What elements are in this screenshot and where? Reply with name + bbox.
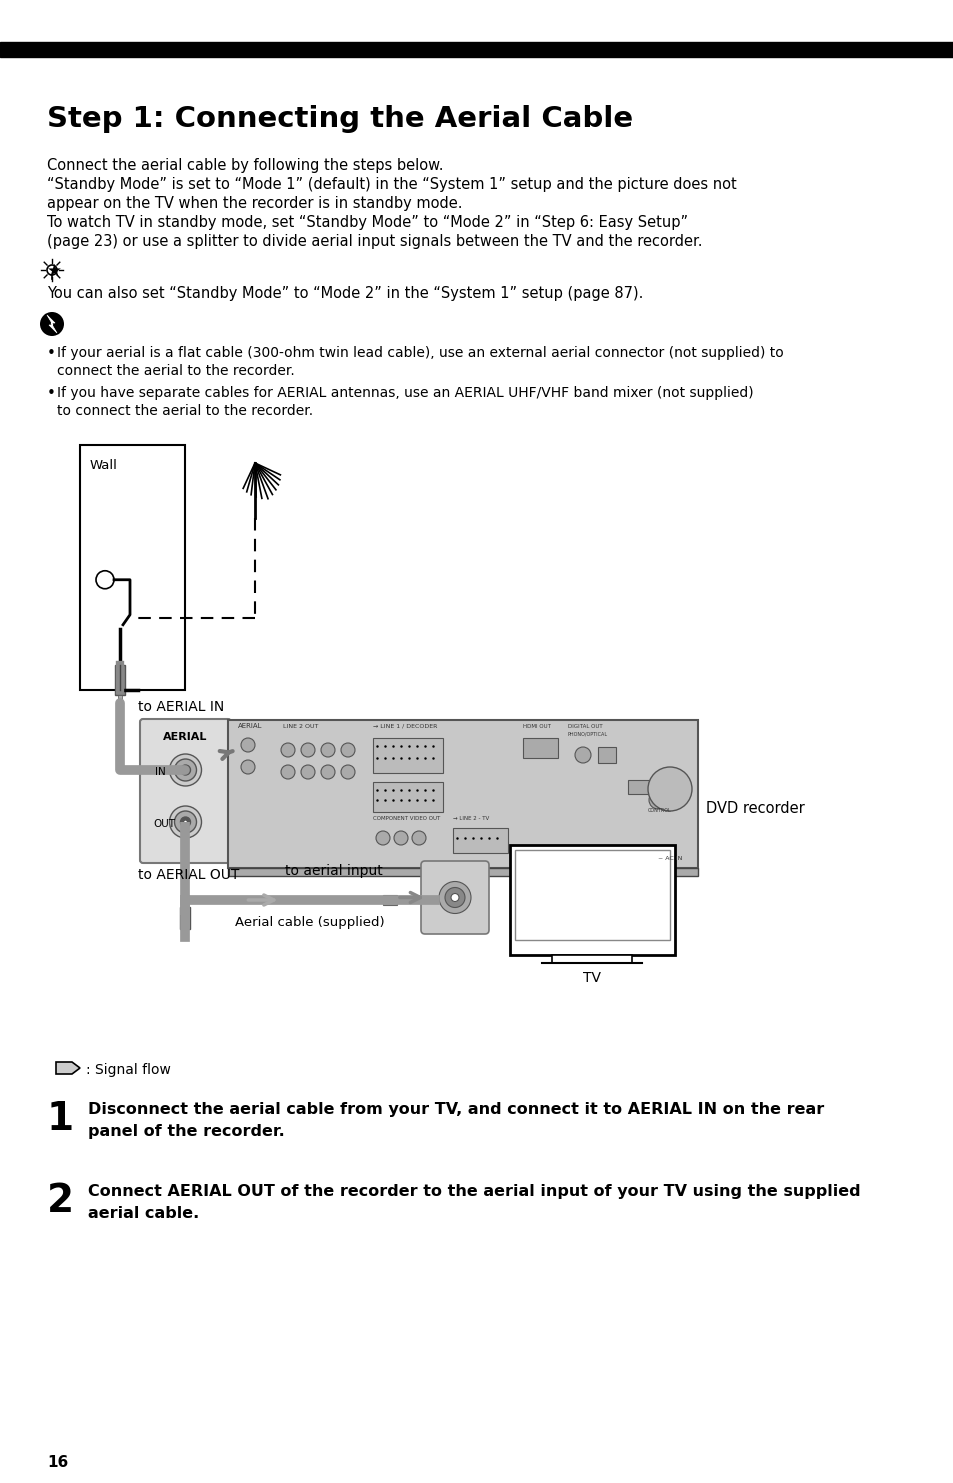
Circle shape	[647, 767, 691, 811]
Text: AERIAL: AERIAL	[237, 724, 262, 730]
Text: appear on the TV when the recorder is in standby mode.: appear on the TV when the recorder is in…	[47, 196, 462, 211]
Circle shape	[444, 887, 464, 908]
Text: IN: IN	[154, 767, 166, 777]
Bar	[114, 664, 125, 696]
Circle shape	[174, 759, 196, 782]
Circle shape	[301, 743, 314, 756]
Text: CONTROL: CONTROL	[647, 808, 671, 813]
Circle shape	[451, 893, 458, 902]
Text: “Standby Mode” is set to “Mode 1” (default) in the “System 1” setup and the pict: “Standby Mode” is set to “Mode 1” (defau…	[47, 176, 736, 191]
Circle shape	[183, 768, 188, 773]
Bar	[80, 445, 185, 690]
Circle shape	[648, 790, 666, 810]
Polygon shape	[56, 1062, 80, 1074]
Text: If you have separate cables for AERIAL antennas, use an AERIAL UHF/VHF band mixe: If you have separate cables for AERIAL a…	[57, 386, 753, 400]
FancyBboxPatch shape	[420, 862, 489, 934]
Bar	[180, 908, 191, 928]
Circle shape	[320, 765, 335, 779]
Bar	[510, 845, 675, 955]
Bar	[453, 828, 507, 853]
Text: ~ AC IN: ~ AC IN	[658, 856, 681, 862]
Circle shape	[180, 765, 191, 776]
Text: to AERIAL OUT: to AERIAL OUT	[138, 868, 239, 882]
Circle shape	[96, 571, 113, 589]
Circle shape	[47, 265, 57, 274]
Circle shape	[183, 820, 188, 825]
Text: Step 1: Connecting the Aerial Cable: Step 1: Connecting the Aerial Cable	[47, 105, 633, 133]
Circle shape	[40, 311, 64, 337]
Text: TV: TV	[583, 971, 601, 985]
Circle shape	[340, 743, 355, 756]
Text: Wall: Wall	[90, 460, 118, 472]
Text: OUT: OUT	[152, 819, 174, 829]
Text: (page 23) or use a splitter to divide aerial input signals between the TV and th: (page 23) or use a splitter to divide ae…	[47, 234, 701, 249]
Text: DIGITAL OUT: DIGITAL OUT	[567, 724, 602, 730]
Circle shape	[174, 811, 196, 833]
Text: panel of the recorder.: panel of the recorder.	[88, 1124, 284, 1139]
Text: You can also set “Standby Mode” to “Mode 2” in the “System 1” setup (page 87).: You can also set “Standby Mode” to “Mode…	[47, 286, 642, 301]
Circle shape	[281, 743, 294, 756]
Bar	[0, 42, 953, 56]
Bar	[376, 897, 382, 903]
Circle shape	[320, 743, 335, 756]
Circle shape	[180, 817, 191, 828]
Circle shape	[375, 830, 390, 845]
Circle shape	[170, 805, 201, 838]
Text: 16: 16	[47, 1455, 69, 1470]
Circle shape	[241, 739, 254, 752]
Bar	[515, 850, 669, 940]
Text: Connect AERIAL OUT of the recorder to the aerial input of your TV using the supp: Connect AERIAL OUT of the recorder to th…	[88, 1183, 860, 1198]
Text: to AERIAL IN: to AERIAL IN	[138, 700, 224, 713]
Circle shape	[281, 765, 294, 779]
FancyBboxPatch shape	[140, 719, 231, 863]
Circle shape	[301, 765, 314, 779]
Text: 2: 2	[47, 1182, 74, 1221]
Text: ★: ★	[47, 262, 62, 280]
Bar	[598, 747, 616, 762]
Text: to aerial input: to aerial input	[285, 865, 383, 878]
Text: Connect the aerial cable by following the steps below.: Connect the aerial cable by following th…	[47, 159, 443, 174]
Text: HDMI OUT: HDMI OUT	[522, 724, 550, 730]
Circle shape	[575, 747, 590, 762]
Bar	[118, 696, 122, 703]
Bar	[522, 739, 558, 758]
Bar	[373, 782, 442, 813]
Text: •: •	[47, 386, 56, 400]
Circle shape	[241, 759, 254, 774]
Circle shape	[438, 881, 471, 914]
Text: AERIAL: AERIAL	[163, 733, 208, 742]
Circle shape	[340, 765, 355, 779]
Text: → LINE 1 / DECODER: → LINE 1 / DECODER	[373, 724, 436, 730]
Text: 1: 1	[47, 1100, 74, 1137]
Text: Disconnect the aerial cable from your TV, and connect it to AERIAL IN on the rea: Disconnect the aerial cable from your TV…	[88, 1102, 823, 1117]
Text: → LINE 2 - TV: → LINE 2 - TV	[453, 816, 489, 822]
Polygon shape	[45, 314, 59, 334]
Circle shape	[412, 830, 426, 845]
Bar	[373, 739, 442, 773]
Text: If your aerial is a flat cable (300-ohm twin lead cable), use an external aerial: If your aerial is a flat cable (300-ohm …	[57, 346, 783, 360]
Text: DVD recorder: DVD recorder	[705, 801, 804, 816]
Text: LINE 2 OUT: LINE 2 OUT	[283, 724, 318, 730]
Text: to connect the aerial to the recorder.: to connect the aerial to the recorder.	[57, 403, 313, 418]
Bar	[382, 896, 396, 905]
Text: To watch TV in standby mode, set “Standby Mode” to “Mode 2” in “Step 6: Easy Set: To watch TV in standby mode, set “Standb…	[47, 215, 687, 230]
Text: Aerial cable (supplied): Aerial cable (supplied)	[235, 916, 385, 928]
Polygon shape	[47, 314, 57, 334]
Bar	[552, 955, 632, 962]
Bar	[627, 780, 649, 793]
Bar	[183, 928, 188, 937]
Text: COMPONENT VIDEO OUT: COMPONENT VIDEO OUT	[373, 816, 439, 822]
Text: •: •	[47, 346, 56, 360]
Bar	[228, 721, 698, 868]
Text: connect the aerial to the recorder.: connect the aerial to the recorder.	[57, 363, 294, 378]
Bar	[228, 868, 698, 876]
Text: aerial cable.: aerial cable.	[88, 1206, 199, 1221]
Circle shape	[394, 830, 408, 845]
Circle shape	[170, 753, 201, 786]
Text: PHONO/OPTICAL: PHONO/OPTICAL	[567, 731, 607, 736]
Text: : Signal flow: : Signal flow	[86, 1063, 171, 1077]
